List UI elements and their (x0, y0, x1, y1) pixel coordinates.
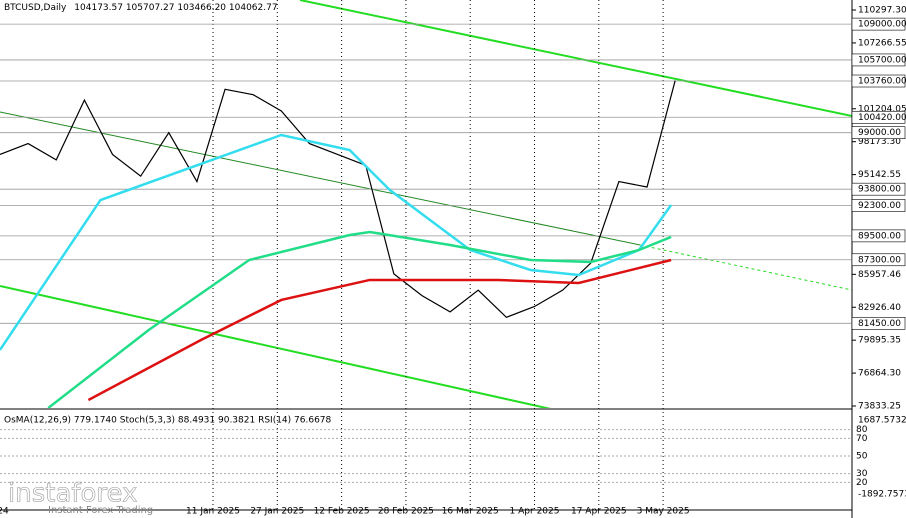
y-tick-label: 76864.30 (858, 369, 901, 379)
price-line (0, 80, 676, 319)
level-label: 105700.00 (858, 55, 906, 65)
indicator-tick-label: 20 (856, 478, 868, 488)
level-box (851, 74, 906, 88)
y-tick-label: 85957.46 (858, 270, 901, 280)
level-box (851, 253, 906, 267)
x-tick-label: 12 Feb 2025 (314, 507, 370, 517)
level-label: 103760.00 (858, 77, 906, 87)
level-label: 99000.00 (858, 128, 901, 138)
watermark-brand: instaforex (8, 479, 137, 509)
y-tick-label: 73833.25 (858, 402, 901, 412)
level-box (851, 316, 906, 330)
level-box (851, 199, 906, 212)
indicator-tick-label: 70 (856, 434, 868, 444)
level-label: 89500.00 (858, 231, 901, 241)
level-box (851, 229, 906, 243)
indicator-tick-label: 80 (856, 425, 868, 435)
y-tick-label: 95142.55 (858, 170, 901, 180)
x-tick-label: 28 Feb 2025 (378, 507, 434, 517)
indicator-tick-label: 30 (856, 469, 868, 479)
chart-title: BTCUSD,Daily 104173.57 105707.27 103466.2… (4, 3, 278, 13)
x-tick-label: 1 Apr 2025 (510, 507, 560, 517)
level-label: 109000.00 (858, 20, 906, 30)
x-tick-label: 17 Apr 2025 (571, 507, 627, 517)
level-box (851, 110, 906, 124)
trend-lines (0, 0, 852, 408)
x-tick-label: 27 Jan 2025 (250, 507, 304, 517)
x-tick-label: 11 Jan 2025 (186, 507, 240, 517)
level-label: 81450.00 (858, 319, 901, 329)
price-line (0, 133, 673, 351)
indicator-title: OsMA(12,26,9) 779.1740 Stoch(5,3,3) 88.4… (4, 416, 332, 426)
price-line (87, 258, 672, 402)
price-line (47, 230, 672, 408)
osma-min: -1892.7573 (858, 490, 906, 500)
ohlc: 104173.57 105707.27 103466.20 104062.77 (74, 3, 277, 13)
level-box (851, 17, 906, 31)
series-group (0, 80, 676, 408)
title: BTCUSD,Daily (4, 3, 67, 13)
level-label: 100420.00 (858, 113, 906, 123)
y-tick-label: 82926.40 (858, 303, 901, 313)
y-tick-label: 107266.55 (858, 38, 906, 48)
level-box (851, 53, 906, 67)
level-label: 92300.00 (858, 201, 901, 211)
watermark-tagline: Instant Forex Trading (48, 505, 153, 516)
y-tick-label: 79895.35 (858, 336, 901, 346)
level-box (851, 126, 906, 140)
x-tick-label: 24 Nov 2024 (0, 507, 9, 517)
y-tick-label: 98173.30 (858, 137, 901, 147)
x-tick-label: 3 May 2025 (637, 507, 690, 517)
level-label: 93800.00 (858, 185, 901, 195)
y-tick-label: 101204.05 (858, 104, 906, 114)
x-tick-label: 16 Mar 2025 (442, 507, 499, 517)
level-box (851, 182, 906, 196)
level-label: 87300.00 (858, 255, 901, 265)
indicator-tick-label: 50 (856, 452, 868, 462)
y-tick-label: 110297.30 (858, 6, 906, 16)
osma-max: 1687.5732 (858, 416, 906, 426)
